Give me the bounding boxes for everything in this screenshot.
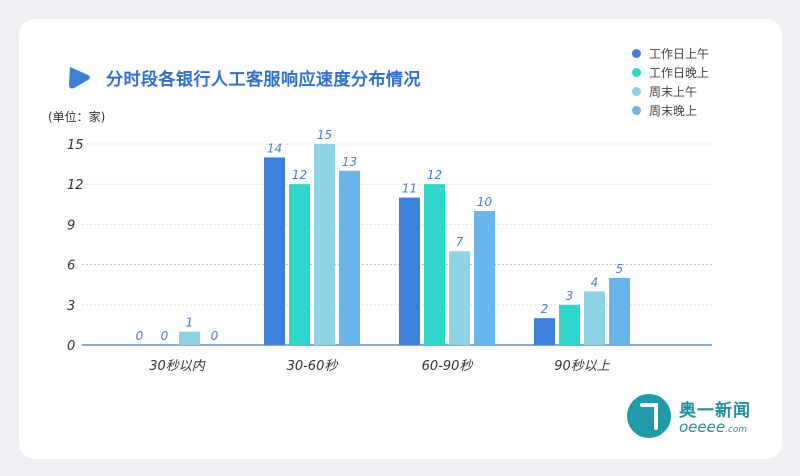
title-decoration-icon xyxy=(69,67,90,89)
legend-swatch xyxy=(632,68,641,77)
chart-title: 分时段各银行人工客服响应速度分布情况 xyxy=(106,69,421,90)
bar xyxy=(399,197,420,345)
legend-swatch xyxy=(632,87,641,96)
watermark-logo: 奥一新闻 oeeee.com xyxy=(627,394,767,442)
x-category-label: 30-60秒 xyxy=(287,359,339,374)
y-tick-label: 12 xyxy=(67,178,84,193)
data-label: 4 xyxy=(591,275,599,289)
legend-label: 周末晚上 xyxy=(649,104,698,118)
y-tick-label: 9 xyxy=(67,218,75,233)
data-label: 13 xyxy=(342,155,357,169)
bar xyxy=(534,318,555,345)
data-label: 10 xyxy=(477,195,493,209)
y-axis-unit-label: (单位：家) xyxy=(48,110,106,124)
chart-title-block: 分时段各银行人工客服响应速度分布情况 xyxy=(66,63,421,91)
watermark-domain: oeeee.com xyxy=(679,418,748,436)
legend-label: 工作日晚上 xyxy=(649,66,710,80)
bar xyxy=(264,157,285,345)
x-category-label: 90秒以上 xyxy=(554,359,611,374)
legend-item: 工作日晚上 xyxy=(632,63,709,82)
bar xyxy=(449,251,470,345)
bar xyxy=(584,291,605,345)
legend-label: 周末上午 xyxy=(649,85,698,99)
watermark-name: 奥一新闻 xyxy=(679,401,751,421)
data-label: 3 xyxy=(566,289,574,303)
data-label: 11 xyxy=(402,182,417,196)
data-label: 7 xyxy=(456,235,464,249)
legend-swatch xyxy=(632,106,641,115)
data-label: 15 xyxy=(317,128,332,142)
legend-item: 工作日上午 xyxy=(632,44,709,63)
data-label: 12 xyxy=(292,168,307,182)
bar xyxy=(609,278,630,345)
data-label: 5 xyxy=(616,262,624,276)
y-tick-label: 6 xyxy=(67,259,75,274)
bar xyxy=(339,170,360,345)
legend-item: 周末上午 xyxy=(632,82,709,101)
y-tick-label: 0 xyxy=(67,339,75,354)
y-tick-label: 3 xyxy=(67,299,75,314)
bar xyxy=(559,304,580,345)
bar xyxy=(314,144,335,345)
bar xyxy=(424,184,445,345)
y-tick-label: 15 xyxy=(67,138,84,153)
data-label: 0 xyxy=(211,329,219,343)
data-label: 2 xyxy=(541,302,549,316)
watermark-logo-icon xyxy=(627,394,671,438)
bar xyxy=(474,211,495,345)
data-label: 12 xyxy=(427,168,442,182)
x-category-label: 60-90秒 xyxy=(422,359,474,374)
legend: 工作日上午 工作日晚上 周末上午 周末晚上 xyxy=(632,44,709,120)
data-label: 14 xyxy=(267,141,282,155)
bar xyxy=(289,184,310,345)
legend-label: 工作日上午 xyxy=(649,47,710,61)
data-label: 1 xyxy=(186,316,194,330)
data-label: 0 xyxy=(136,329,144,343)
data-label: 0 xyxy=(161,329,169,343)
bar xyxy=(179,331,200,345)
x-category-label: 30秒以内 xyxy=(149,359,206,374)
legend-item: 周末晚上 xyxy=(632,101,709,120)
legend-swatch xyxy=(632,49,641,58)
